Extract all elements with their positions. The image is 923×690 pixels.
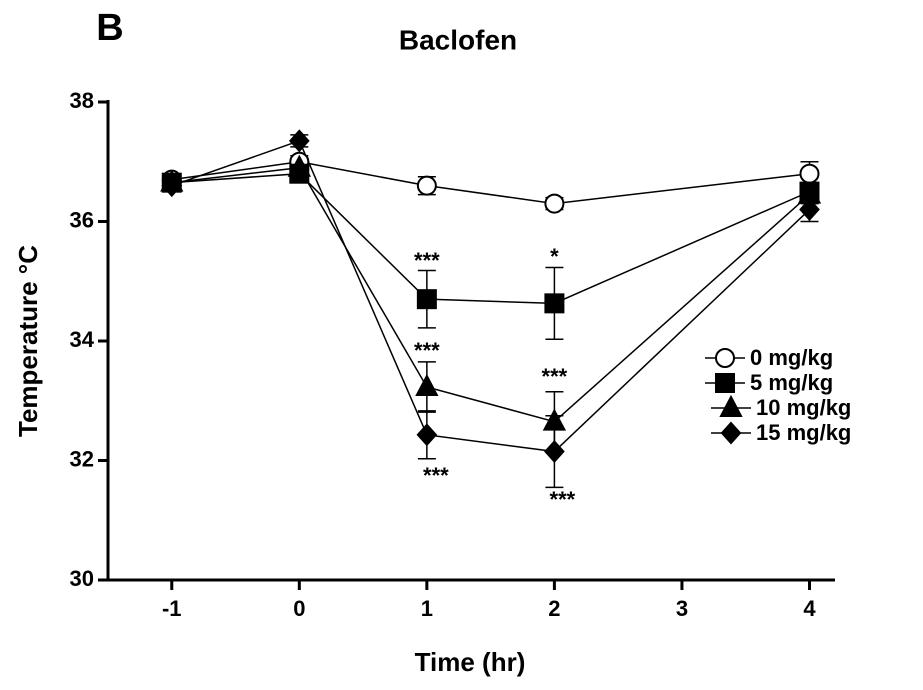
annotation: ***	[414, 338, 440, 363]
y-tick-label: 32	[70, 446, 94, 471]
x-tick-label: 2	[548, 596, 560, 621]
y-tick-label: 38	[70, 88, 94, 113]
y-tick-label: 34	[70, 327, 95, 352]
panel-label: B	[96, 7, 123, 49]
marker	[416, 289, 437, 310]
y-axis-label: Temperature °C	[13, 245, 43, 437]
y-tick-label: 30	[70, 566, 94, 591]
marker	[544, 293, 565, 314]
series-line	[171, 160, 810, 205]
legend-marker	[715, 348, 735, 368]
legend-marker	[715, 373, 735, 393]
marker	[415, 373, 439, 397]
y-tick-label: 36	[70, 207, 94, 232]
annotation: *	[550, 244, 559, 269]
annotation: ***	[414, 248, 440, 273]
x-tick-label: 0	[293, 596, 305, 621]
annotation: ***	[423, 463, 449, 488]
legend-marker	[720, 421, 742, 445]
marker	[288, 129, 310, 153]
series-line	[171, 172, 810, 305]
marker	[544, 193, 565, 214]
marker	[799, 198, 820, 222]
x-tick-label: 3	[676, 596, 688, 621]
marker	[161, 174, 183, 198]
legend-label: 10 mg/kg	[756, 395, 851, 420]
x-tick-label: 4	[803, 596, 816, 621]
x-tick-label: -1	[162, 596, 182, 621]
annotation: ***	[542, 364, 568, 389]
marker	[542, 408, 567, 431]
legend-label: 5 mg/kg	[750, 370, 833, 395]
legend-marker	[719, 394, 743, 417]
chart-title: Baclofen	[399, 24, 517, 55]
marker	[287, 154, 311, 177]
marker	[544, 440, 565, 464]
marker	[799, 163, 820, 184]
legend-label: 0 mg/kg	[750, 345, 833, 370]
marker	[416, 175, 437, 196]
x-axis-label: Time (hr)	[415, 647, 526, 677]
x-tick-label: 1	[421, 596, 433, 621]
annotation: ***	[550, 487, 576, 512]
marker	[416, 423, 438, 447]
legend-label: 15 mg/kg	[756, 420, 851, 445]
